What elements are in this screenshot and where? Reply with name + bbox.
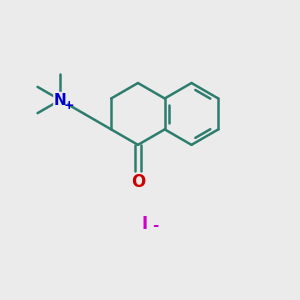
- Text: O: O: [131, 172, 145, 190]
- Text: I: I: [141, 214, 147, 232]
- Text: -: -: [152, 218, 158, 232]
- Text: N: N: [54, 92, 67, 107]
- Text: +: +: [63, 99, 74, 112]
